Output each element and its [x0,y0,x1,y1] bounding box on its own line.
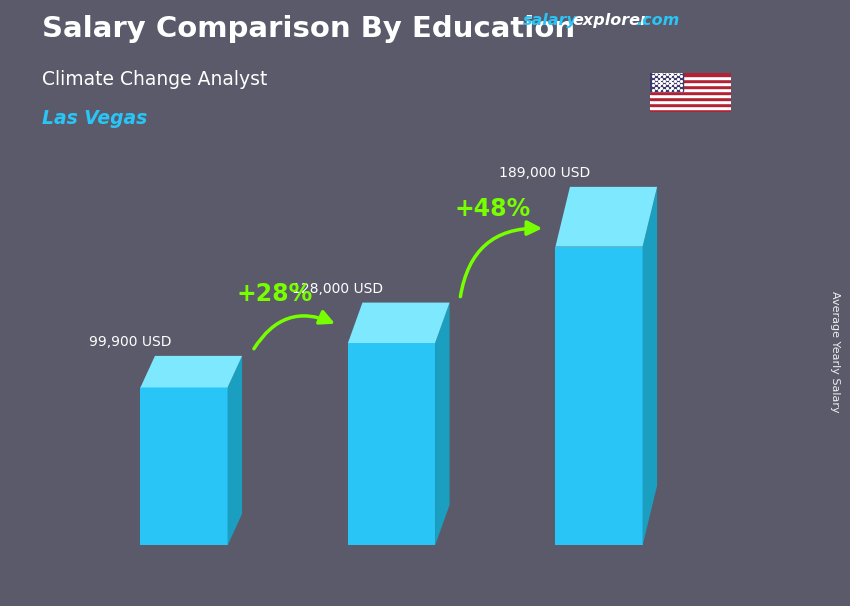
Bar [650,106,731,109]
Polygon shape [348,302,450,343]
Bar [650,100,731,103]
Bar [650,76,731,79]
Text: 99,900 USD: 99,900 USD [88,335,172,349]
Text: .com: .com [636,13,679,28]
Text: Average Yearly Salary: Average Yearly Salary [830,291,840,412]
Bar [650,97,731,100]
Text: +28%: +28% [236,282,313,307]
Bar [650,109,731,112]
Text: 189,000 USD: 189,000 USD [500,166,591,181]
Bar [650,103,731,106]
Polygon shape [643,187,657,545]
Bar [650,73,683,91]
Polygon shape [555,187,657,247]
Text: Salary Comparison By Education: Salary Comparison By Education [42,15,575,43]
Text: +48%: +48% [454,198,530,221]
Polygon shape [140,356,242,387]
Text: salary: salary [523,13,577,28]
Bar [650,82,731,85]
Text: Las Vegas: Las Vegas [42,109,148,128]
Text: Climate Change Analyst: Climate Change Analyst [42,70,268,88]
Bar [650,85,731,88]
Polygon shape [555,247,643,545]
Bar [650,88,731,91]
Bar [650,94,731,97]
Polygon shape [435,302,450,545]
Text: explorer: explorer [572,13,648,28]
Text: 128,000 USD: 128,000 USD [292,282,383,296]
Polygon shape [348,343,435,545]
Bar [650,73,731,76]
Bar [650,79,731,82]
Polygon shape [140,387,228,545]
Polygon shape [228,356,242,545]
Bar [650,91,731,94]
